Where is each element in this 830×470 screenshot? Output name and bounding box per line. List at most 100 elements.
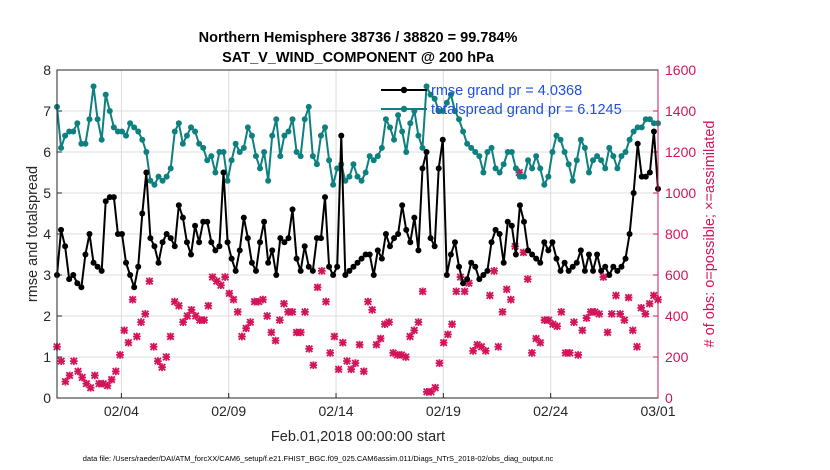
obs-assimilated-marker [128, 295, 137, 304]
tick-labels: 02/04 02/09 02/14 02/19 02/24 03/010123456780… [43, 62, 696, 419]
rmse-point [155, 259, 162, 266]
obs-assimilated-marker [368, 306, 377, 314]
rmse-point [188, 251, 195, 258]
totalspread-point [106, 108, 113, 114]
obs-assimilated-marker [544, 316, 553, 324]
obs-assimilated-marker [423, 388, 431, 396]
obs-assimilated-marker [65, 371, 74, 380]
totalspread-point [423, 83, 430, 90]
y-tick-label-right: 1200 [665, 144, 696, 160]
totalspread-point [451, 108, 458, 114]
obs-assimilated-marker [95, 379, 103, 388]
rmse-point [240, 214, 247, 221]
rmse-point [460, 280, 467, 287]
rmse-point [382, 231, 389, 237]
rmse-point [374, 247, 381, 254]
rmse-point [147, 235, 154, 242]
obs-assimilated-marker [221, 273, 229, 281]
rmse-point [102, 198, 109, 205]
rmse-point [476, 276, 483, 283]
totalspread-point [131, 124, 138, 131]
rmse-point [464, 276, 471, 283]
totalspread-point [533, 153, 540, 160]
obs-assimilated-marker [612, 291, 620, 300]
obs-assimilated-marker [477, 342, 486, 351]
rmse-point [350, 263, 357, 270]
rmse-point [585, 251, 592, 258]
rmse-point [281, 239, 288, 246]
rmse-point [451, 239, 458, 246]
rmse-point [252, 267, 259, 274]
rmse-point [159, 239, 166, 246]
totalspread-point [512, 165, 519, 172]
totalspread-point [520, 173, 527, 180]
obs-assimilated-marker [82, 379, 91, 388]
totalspread-point [549, 149, 556, 155]
totalspread-point [626, 136, 633, 143]
obs-assimilated-marker [267, 328, 276, 337]
totalspread-point [147, 177, 154, 184]
rmse-point [179, 214, 186, 221]
obs-assimilated-marker [418, 287, 427, 296]
obs-assimilated-marker [628, 326, 637, 335]
totalspread-point [183, 132, 190, 139]
totalspread-point [419, 144, 426, 151]
obs-assimilated-marker [401, 353, 410, 361]
rmse-point [354, 259, 361, 266]
totalspread-point [285, 128, 292, 135]
totalspread-point [366, 153, 373, 160]
obs-assimilated-marker [469, 347, 477, 355]
totalspread-point [618, 153, 625, 160]
obs-assimilated-marker [397, 351, 406, 359]
rmse-point [143, 169, 150, 176]
rmse-point [58, 226, 65, 233]
totalspread-point [118, 128, 125, 135]
obs-assimilated-marker [149, 342, 158, 351]
rmse-point [484, 267, 491, 274]
totalspread-point [610, 153, 617, 160]
totalspread-point [74, 120, 81, 127]
obs-assimilated-marker [254, 297, 263, 306]
rmse-point [293, 255, 300, 262]
totalspread-point [561, 149, 568, 155]
rmse-point [525, 247, 532, 254]
totalspread-point [443, 99, 450, 106]
obs-assimilated-marker [557, 308, 566, 316]
totalspread-point [557, 136, 564, 143]
obs-assimilated-marker [233, 308, 242, 316]
totalspread-point [350, 161, 357, 168]
y-tick-label-left: 7 [43, 103, 51, 119]
rmse-point [90, 259, 97, 266]
rmse-point [175, 202, 182, 209]
rmse-point [508, 222, 515, 229]
totalspread-point [630, 128, 637, 135]
rmse-point [378, 255, 385, 262]
obs-assimilated-marker [502, 285, 511, 294]
rmse-point [569, 263, 576, 270]
obs-assimilated-marker [162, 353, 171, 361]
legend: rmse grand pr = 4.0368 totalspread grand… [381, 83, 622, 118]
rmse-point [127, 272, 134, 278]
totalspread-point [301, 116, 308, 123]
totalspread-point [508, 149, 515, 155]
rmse-point [561, 259, 568, 266]
obs-assimilated-marker [641, 310, 650, 318]
rmse-point [232, 267, 239, 274]
totalspread-point [305, 103, 312, 110]
rmse-point [358, 255, 365, 262]
data-file-footnote: data file: /Users/raeder/DAI/ATM_forcXX/… [83, 454, 554, 463]
rmse-point [297, 267, 304, 274]
rmse-point [427, 235, 434, 242]
obs-assimilated-marker [208, 273, 217, 281]
totalspread-point [638, 124, 645, 131]
totalspread-point [646, 116, 653, 123]
rmse-point [204, 218, 211, 225]
rmse-point [220, 169, 227, 176]
rmse-point [512, 251, 519, 258]
obs-assimilated-marker [191, 312, 200, 320]
totalspread-point [492, 165, 499, 172]
rmse-point [415, 247, 422, 254]
obs-assimilated-marker [200, 316, 208, 324]
rmse-point [261, 218, 268, 225]
